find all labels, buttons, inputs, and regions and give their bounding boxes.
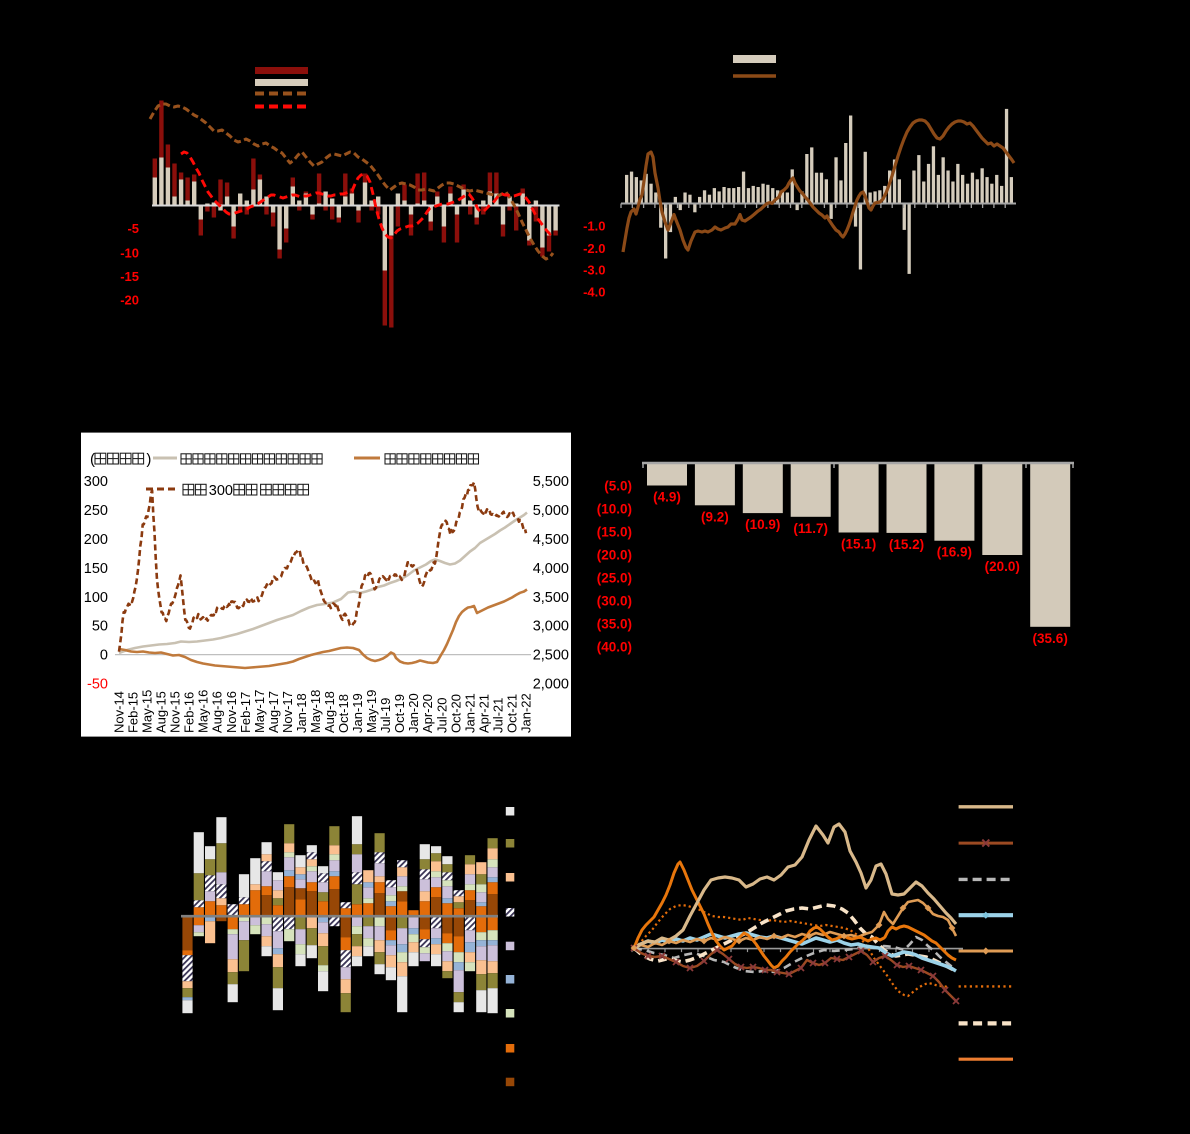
svg-text:5,000: 5,000	[533, 503, 569, 519]
svg-text:(35.0): (35.0)	[597, 617, 632, 632]
svg-text:(11.7): (11.7)	[793, 521, 828, 536]
svg-text:May-17: May-17	[252, 690, 267, 733]
svg-text:Feb-15: Feb-15	[126, 692, 141, 733]
svg-text:Jul-20: Jul-20	[434, 698, 449, 733]
svg-text:(15.1): (15.1)	[841, 537, 876, 552]
svg-text:(9.2): (9.2)	[701, 509, 729, 524]
svg-text:Jan-18: Jan-18	[294, 693, 309, 733]
svg-text:150: 150	[84, 561, 108, 577]
svg-text:300: 300	[84, 474, 108, 490]
svg-text:100: 100	[84, 590, 108, 606]
svg-text:3,500: 3,500	[533, 590, 569, 606]
svg-text:May-16: May-16	[196, 690, 211, 733]
svg-text:(15.0): (15.0)	[597, 525, 632, 540]
svg-text:50: 50	[92, 619, 108, 635]
svg-text:-4.0: -4.0	[583, 284, 605, 299]
svg-text:Jul-21: Jul-21	[490, 698, 505, 733]
svg-text:May-15: May-15	[140, 690, 155, 733]
svg-text:Jan-20: Jan-20	[406, 693, 421, 733]
svg-text:(35.6): (35.6)	[1033, 631, 1068, 646]
svg-text:250: 250	[84, 503, 108, 519]
svg-text:Apr-21: Apr-21	[476, 694, 491, 733]
svg-text:Apr-20: Apr-20	[420, 694, 435, 733]
svg-text:May-18: May-18	[308, 690, 323, 733]
svg-text:Oct-19: Oct-19	[392, 694, 407, 733]
svg-text:May-19: May-19	[364, 690, 379, 733]
svg-text:): )	[146, 451, 151, 468]
svg-text:-10: -10	[120, 245, 139, 260]
svg-text:200: 200	[84, 532, 108, 548]
svg-text:Jan-19: Jan-19	[350, 693, 365, 733]
svg-text:Jul-19: Jul-19	[378, 698, 393, 733]
svg-text:(10.0): (10.0)	[597, 502, 632, 517]
svg-text:Feb-17: Feb-17	[238, 692, 253, 733]
svg-text:(20.0): (20.0)	[597, 548, 632, 563]
svg-text:3,000: 3,000	[533, 619, 569, 635]
svg-text:(: (	[90, 451, 95, 468]
svg-text:Jan-21: Jan-21	[462, 693, 477, 733]
svg-text:Oct-18: Oct-18	[336, 694, 351, 733]
svg-text:Nov-15: Nov-15	[168, 691, 183, 733]
svg-text:4,500: 4,500	[533, 532, 569, 548]
svg-text:0: 0	[100, 648, 108, 664]
svg-text:Aug-15: Aug-15	[154, 691, 169, 733]
svg-text:(20.0): (20.0)	[985, 559, 1020, 574]
svg-text:(15.2): (15.2)	[889, 537, 924, 552]
svg-text:Oct-21: Oct-21	[504, 694, 519, 733]
svg-text:Aug-18: Aug-18	[322, 691, 337, 733]
svg-text:Nov-16: Nov-16	[224, 691, 239, 733]
svg-text:-1.0: -1.0	[583, 219, 605, 234]
svg-text:-2.0: -2.0	[583, 241, 605, 256]
svg-text:Jan-22: Jan-22	[518, 693, 533, 733]
svg-text:-5: -5	[127, 221, 139, 236]
svg-text:Aug-17: Aug-17	[266, 691, 281, 733]
svg-text:2,000: 2,000	[533, 677, 569, 693]
svg-text:(25.0): (25.0)	[597, 571, 632, 586]
svg-text:-50: -50	[87, 677, 108, 693]
svg-text:Feb-16: Feb-16	[182, 692, 197, 733]
svg-text:Nov-14: Nov-14	[112, 691, 127, 733]
svg-text:Nov-17: Nov-17	[280, 691, 295, 733]
svg-text:Oct-20: Oct-20	[448, 694, 463, 733]
svg-text:300: 300	[209, 483, 233, 499]
svg-text:(4.9): (4.9)	[653, 490, 681, 505]
svg-text:(30.0): (30.0)	[597, 594, 632, 609]
svg-text:(10.9): (10.9)	[745, 517, 780, 532]
svg-text:4,000: 4,000	[533, 561, 569, 577]
svg-text:(16.9): (16.9)	[937, 545, 972, 560]
svg-text:5,500: 5,500	[533, 474, 569, 490]
svg-text:-3.0: -3.0	[583, 263, 605, 278]
svg-text:Aug-16: Aug-16	[210, 691, 225, 733]
svg-text:(5.0): (5.0)	[604, 479, 632, 494]
svg-text:-15: -15	[120, 269, 139, 284]
svg-text:-20: -20	[120, 293, 139, 308]
svg-text:2,500: 2,500	[533, 648, 569, 664]
svg-text:(40.0): (40.0)	[597, 640, 632, 655]
